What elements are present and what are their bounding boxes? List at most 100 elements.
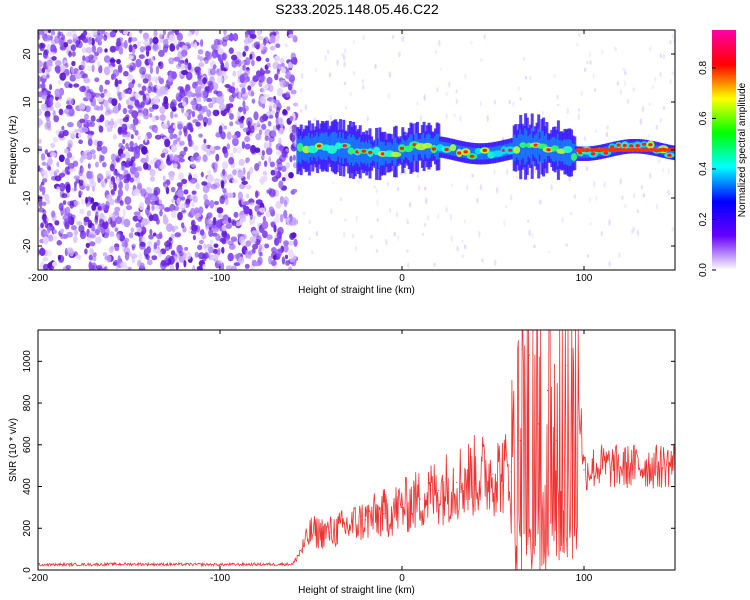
noise-blob — [168, 34, 176, 43]
noise-blob — [174, 113, 178, 118]
noise-blob — [279, 213, 284, 223]
noise-blob — [138, 30, 143, 34]
faint-blob — [639, 118, 642, 126]
noise-blob — [164, 207, 171, 212]
noise-blob — [92, 186, 95, 192]
colorbar-scale — [712, 30, 736, 270]
snr-point — [556, 440, 558, 442]
faint-blob — [671, 71, 674, 75]
y-tick-label: -10 — [22, 190, 33, 205]
noise-blob — [195, 121, 201, 127]
noise-blob — [257, 36, 264, 41]
noise-blob — [145, 45, 152, 52]
noise-blob — [231, 54, 238, 61]
noise-blob — [134, 171, 140, 178]
signal-core — [479, 148, 483, 160]
noise-blob — [242, 214, 247, 223]
signal-core — [484, 147, 488, 160]
noise-blob — [137, 227, 142, 232]
noise-blob — [229, 243, 236, 250]
signal-peak — [616, 148, 623, 152]
noise-blob — [56, 240, 63, 246]
noise-blob — [194, 30, 199, 36]
noise-blob — [146, 246, 151, 254]
faint-blob — [614, 46, 617, 52]
faint-blob — [631, 229, 634, 235]
noise-blob — [223, 125, 228, 130]
noise-blob — [227, 192, 234, 199]
noise-blob — [151, 255, 158, 261]
noise-blob — [109, 65, 114, 72]
noise-blob — [235, 146, 243, 154]
noise-blob — [206, 219, 213, 228]
noise-blob — [118, 79, 122, 85]
noise-blob — [238, 256, 245, 264]
noise-blob — [95, 211, 99, 221]
noise-blob — [43, 215, 47, 224]
noise-blob — [256, 55, 262, 62]
faint-blob — [463, 244, 467, 250]
faint-blob — [416, 173, 420, 179]
noise-blob — [121, 162, 125, 171]
y-tick-label: 20 — [22, 48, 33, 60]
faint-blob — [647, 134, 650, 138]
faint-blob — [478, 231, 481, 238]
noise-blob — [276, 162, 283, 172]
signal-peak — [643, 148, 650, 152]
noise-blob — [143, 32, 150, 42]
faint-blob — [556, 94, 559, 100]
faint-blob — [345, 166, 348, 173]
noise-blob — [176, 244, 183, 254]
noise-blob — [87, 138, 93, 147]
noise-blob — [91, 255, 97, 262]
noise-blob — [88, 37, 93, 42]
noise-blob — [213, 145, 221, 150]
faint-blob — [387, 181, 390, 187]
noise-blob — [54, 175, 62, 182]
faint-blob — [343, 61, 346, 68]
faint-blob — [640, 185, 644, 190]
faint-blob — [438, 39, 441, 47]
noise-blob — [187, 133, 192, 142]
noise-blob — [169, 264, 175, 270]
noise-blob — [43, 230, 49, 238]
noise-blob — [232, 33, 239, 42]
noise-blob — [279, 119, 284, 128]
noise-blob — [98, 115, 104, 123]
noise-blob — [149, 229, 153, 235]
noise-blob — [41, 33, 46, 40]
noise-blob — [151, 115, 156, 123]
noise-blob — [268, 102, 274, 110]
noise-blob — [221, 224, 227, 232]
noise-blob — [124, 196, 132, 205]
noise-blob — [198, 62, 205, 68]
noise-blob — [43, 236, 49, 245]
noise-blob — [87, 196, 92, 202]
noise-blob — [172, 124, 177, 129]
noise-blob — [240, 115, 245, 121]
signal-core — [615, 144, 619, 153]
noise-blob — [153, 30, 158, 38]
noise-blob — [209, 68, 216, 76]
noise-blob — [258, 129, 263, 135]
noise-blob — [137, 215, 142, 220]
noise-blob — [170, 99, 177, 108]
signal-peak — [635, 144, 640, 148]
faint-blob — [570, 211, 573, 216]
noise-blob — [247, 85, 252, 91]
signal-core — [671, 148, 675, 157]
noise-blob — [268, 206, 274, 214]
noise-blob — [83, 77, 91, 84]
signal-peak — [361, 149, 366, 153]
faint-blob — [493, 100, 497, 105]
noise-blob — [150, 200, 157, 206]
noise-blob — [192, 195, 198, 203]
noise-blob — [87, 219, 93, 229]
signal-peak — [463, 150, 468, 154]
noise-blob — [133, 211, 141, 216]
noise-blob — [217, 213, 223, 219]
faint-blob — [606, 125, 609, 130]
faint-blob — [671, 226, 674, 232]
noise-blob — [237, 191, 243, 201]
noise-blob — [231, 134, 238, 139]
